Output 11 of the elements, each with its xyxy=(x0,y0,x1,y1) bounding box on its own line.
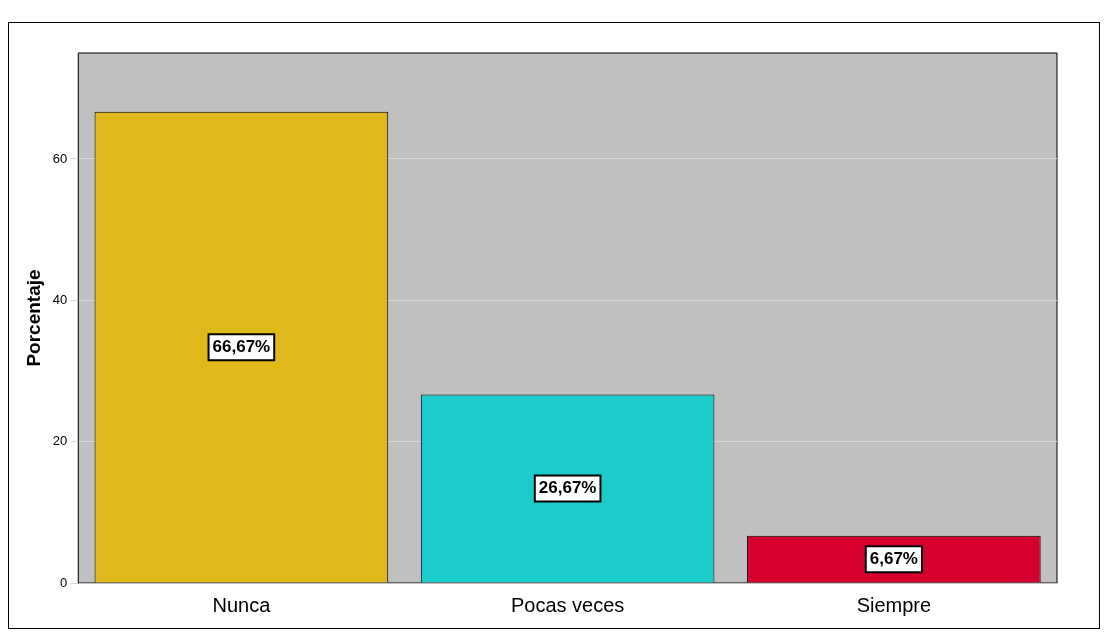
x-tick-label: Siempre xyxy=(856,593,932,616)
y-axis-title: Porcentaje xyxy=(22,269,44,367)
x-tick-label: Pocas veces xyxy=(510,593,625,616)
x-tick-label: Nunca xyxy=(212,593,272,616)
data-label: 66,67% xyxy=(212,336,271,356)
data-label: 6,67% xyxy=(869,548,918,568)
y-tick-label: 0 xyxy=(60,574,68,590)
y-tick-label: 60 xyxy=(52,150,68,166)
data-label: 26,67% xyxy=(538,478,597,498)
y-tick-label: 40 xyxy=(52,291,68,307)
y-tick-label: 20 xyxy=(52,433,68,449)
